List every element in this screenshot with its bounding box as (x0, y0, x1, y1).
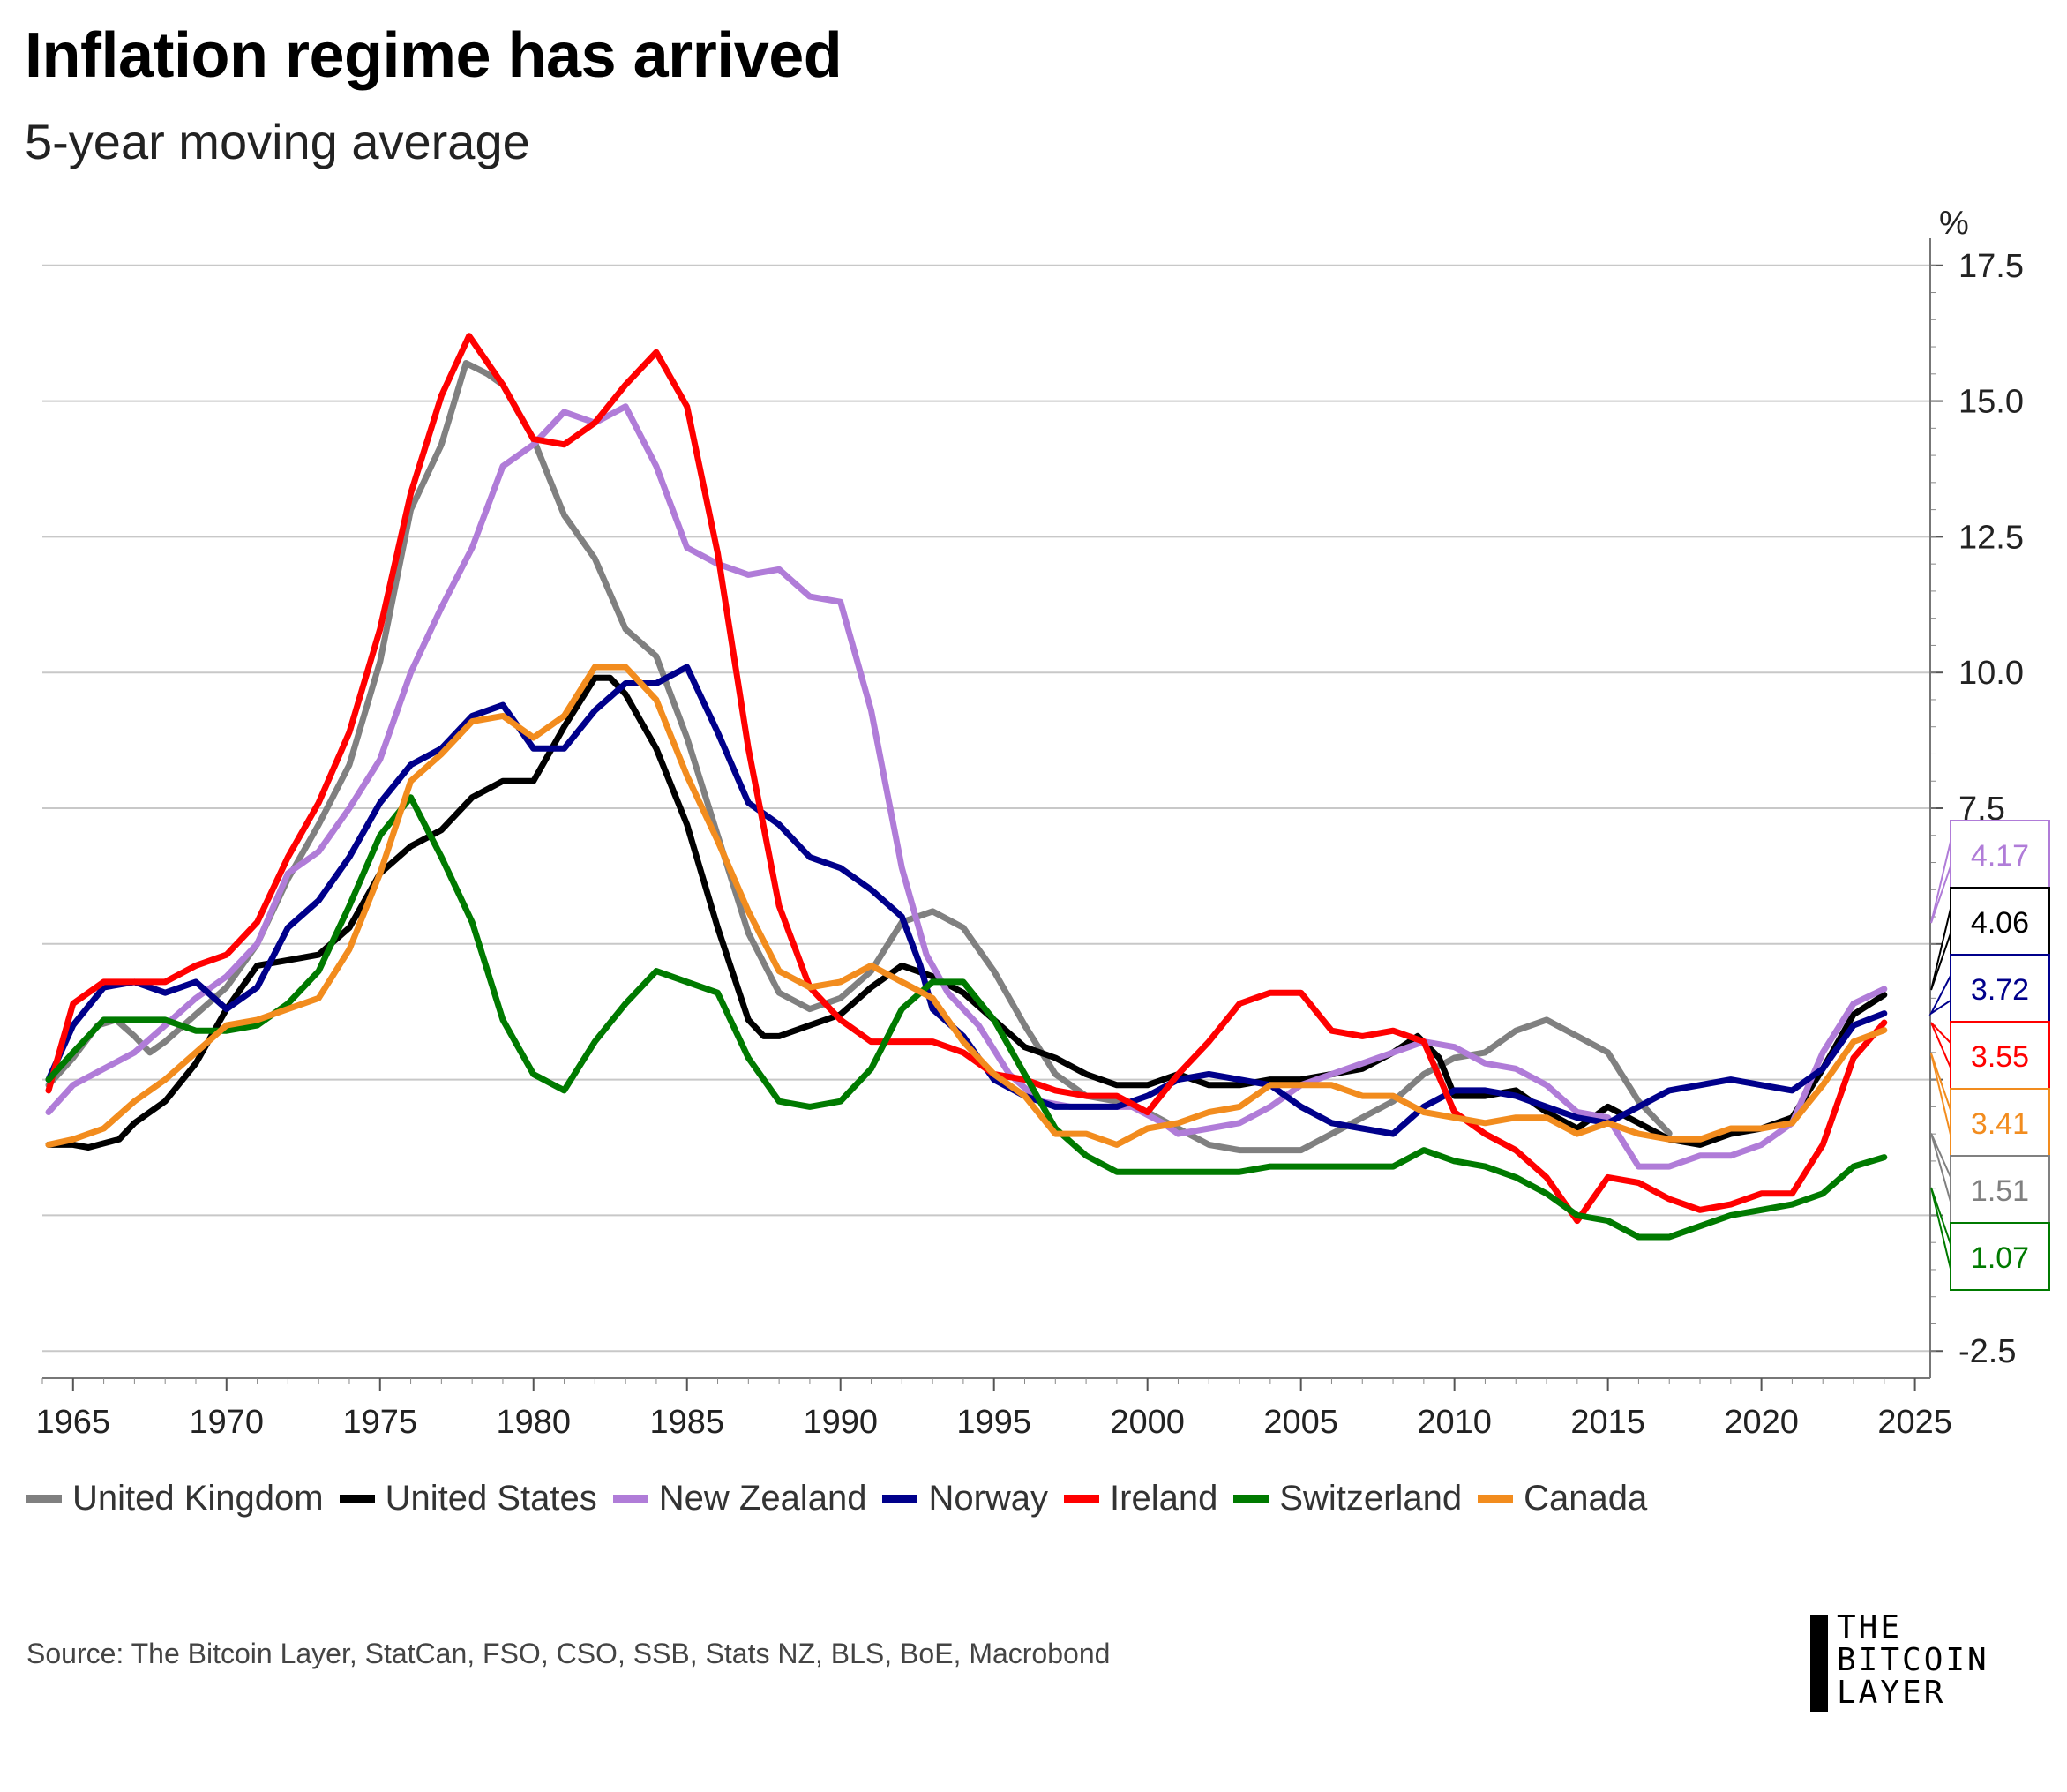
legend-label: Canada (1524, 1479, 1648, 1518)
logo-line-2: BITCOIN (1837, 1642, 1989, 1678)
x-tick-label: 1970 (190, 1404, 265, 1441)
x-tick-label: 1990 (803, 1404, 878, 1441)
legend-item: Switzerland (1233, 1479, 1462, 1518)
legend-swatch (339, 1495, 375, 1503)
logo-text: THE BITCOIN LAYER (1837, 1611, 1989, 1709)
legend-item: Ireland (1064, 1479, 1217, 1518)
legend-item: New Zealand (612, 1479, 867, 1518)
legend-swatch (26, 1495, 62, 1503)
legend-item: Canada (1478, 1479, 1647, 1518)
legend: United Kingdom United States New Zealand No… (26, 1479, 1663, 1518)
label-pointer (1930, 1187, 1951, 1270)
logo-line-1: THE (1837, 1609, 1903, 1646)
brand-logo: THE BITCOIN LAYER (1810, 1611, 2048, 1712)
axes: -2.50.02.55.07.510.012.515.017.5%1965197… (36, 205, 2024, 1441)
series-line (45, 333, 1888, 1225)
legend-swatch (1233, 1495, 1269, 1503)
legend-item: United States (339, 1479, 597, 1518)
x-tick-label: 2005 (1263, 1404, 1338, 1441)
series-line (45, 664, 1888, 1148)
legend-label: Switzerland (1279, 1479, 1463, 1518)
y-tick-label: 10.0 (1958, 655, 2024, 692)
value-label: 1.51 (1971, 1174, 2029, 1208)
y-tick-label: 12.5 (1958, 519, 2024, 556)
legend-item: Norway (882, 1479, 1048, 1518)
x-tick-label: 1985 (649, 1404, 724, 1441)
chart-subtitle: 5-year moving average (25, 114, 530, 169)
y-tick-label: 17.5 (1958, 248, 2024, 285)
label-pointer (1930, 908, 1951, 991)
y-tick-label: 15.0 (1958, 384, 2024, 421)
legend-label: Norway (928, 1479, 1049, 1518)
series-line (45, 403, 1888, 1170)
legend-label: New Zealand (658, 1479, 867, 1518)
x-tick-label: 2025 (1877, 1404, 1952, 1441)
x-tick-label: 2020 (1724, 1404, 1799, 1441)
label-pointer (1930, 1053, 1951, 1136)
y-tick-label: -2.5 (1958, 1333, 2016, 1370)
x-tick-label: 2015 (1570, 1404, 1645, 1441)
value-label-box (1950, 1222, 2050, 1291)
legend-swatch (1064, 1495, 1100, 1503)
value-label-box (1950, 1021, 2050, 1090)
logo-bar (1810, 1615, 1828, 1712)
label-pointer (1930, 1133, 1951, 1203)
logo-line-3: LAYER (1837, 1675, 1946, 1711)
x-tick-label: 1980 (496, 1404, 571, 1441)
label-pointer (1930, 841, 1951, 924)
legend-label: United Kingdom (72, 1479, 324, 1518)
legend-label: United States (385, 1479, 597, 1518)
value-label: 4.17 (1971, 839, 2029, 873)
gridlines (42, 264, 1930, 1353)
y-unit-label: % (1939, 205, 1969, 242)
legend-label: Ireland (1110, 1479, 1218, 1518)
value-label-box (1950, 954, 2050, 1023)
chart-title: Inflation regime has arrived (25, 20, 843, 91)
value-label: 3.55 (1971, 1040, 2029, 1074)
x-tick-label: 2010 (1417, 1404, 1492, 1441)
value-label: 4.06 (1971, 906, 2029, 940)
x-tick-label: 1965 (36, 1404, 111, 1441)
x-tick-label: 1995 (956, 1404, 1031, 1441)
value-label: 3.41 (1971, 1107, 2029, 1141)
series-line (45, 664, 1888, 1137)
source-note: Source: The Bitcoin Layer, StatCan, FSO,… (26, 1638, 1111, 1669)
x-tick-label: 2000 (1110, 1404, 1185, 1441)
series-line (45, 674, 1888, 1151)
value-label: 1.07 (1971, 1241, 2029, 1275)
value-label-box (1950, 1155, 2050, 1224)
series-lines (45, 333, 1888, 1241)
series-line (45, 794, 1888, 1241)
end-value-labels: 4.17 4.06 3.72 3.55 3.41 1.51 1.07 (1928, 820, 2050, 1291)
legend-swatch (882, 1495, 918, 1503)
legend-swatch (612, 1495, 648, 1503)
x-tick-label: 1975 (342, 1404, 417, 1441)
legend-item: United Kingdom (26, 1479, 324, 1518)
value-label: 3.72 (1971, 973, 2029, 1007)
legend-swatch (1478, 1495, 1514, 1503)
